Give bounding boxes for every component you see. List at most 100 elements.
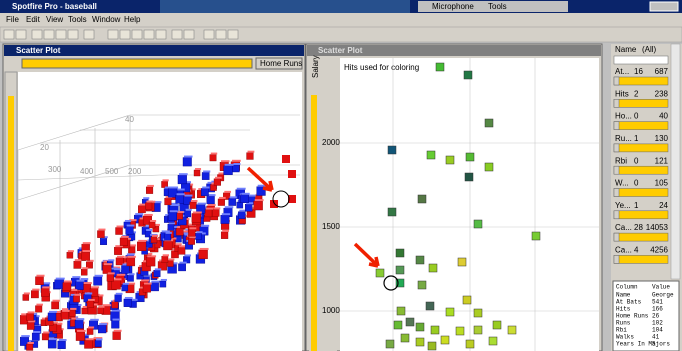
slider-thumb[interactable] — [613, 232, 620, 242]
window-controls[interactable] — [649, 1, 679, 12]
cube-top — [168, 202, 178, 205]
cube-top — [127, 255, 136, 258]
side-slider[interactable] — [311, 95, 317, 351]
tool-icon[interactable] — [15, 29, 27, 40]
slider-thumb[interactable] — [613, 188, 620, 197]
menu-item[interactable]: Tools — [68, 15, 87, 24]
range-slider[interactable] — [613, 188, 669, 197]
cube-top — [98, 305, 105, 308]
axis-selector[interactable] — [255, 57, 303, 70]
tool-icon[interactable] — [171, 29, 183, 40]
cube — [270, 200, 278, 208]
tool-icon[interactable] — [55, 29, 67, 40]
cube — [138, 205, 146, 214]
cube-top — [82, 242, 91, 245]
slider[interactable] — [21, 58, 253, 69]
tool-icon[interactable] — [119, 29, 131, 40]
tool-icon[interactable] — [203, 29, 215, 40]
cube-top — [90, 318, 99, 321]
cube — [62, 282, 72, 291]
point — [387, 207, 397, 217]
slider-min: 0 — [634, 112, 639, 121]
tool-icon[interactable] — [107, 29, 119, 40]
cube — [228, 198, 237, 206]
slider-thumb[interactable] — [613, 121, 620, 130]
axis-selector-label[interactable]: Home Runs — [260, 59, 302, 68]
cube-top — [116, 225, 124, 228]
tool-icon[interactable] — [143, 29, 155, 40]
taskbar-item[interactable]: Microphone — [432, 2, 474, 11]
menu-item[interactable]: Edit — [26, 15, 41, 24]
window-title: Spotfire Pro - baseball — [12, 2, 97, 11]
name-slider[interactable] — [613, 55, 669, 65]
scrollbar[interactable] — [670, 43, 681, 280]
cube — [75, 331, 85, 341]
range-slider[interactable] — [613, 255, 669, 264]
cube-top — [82, 267, 89, 270]
axis-label: 20 — [40, 143, 49, 152]
tool-icon[interactable] — [67, 29, 79, 40]
slider-thumb[interactable] — [613, 165, 620, 175]
range-slider[interactable] — [613, 232, 669, 242]
cube-top — [115, 245, 123, 248]
slider-thumb[interactable] — [613, 210, 620, 220]
range-slider[interactable] — [613, 76, 669, 86]
tool-icon[interactable] — [227, 29, 239, 40]
side-slider[interactable] — [8, 96, 14, 351]
range-slider[interactable] — [613, 99, 669, 108]
menu-item[interactable]: Help — [124, 15, 141, 24]
cube-top — [197, 202, 207, 205]
tool-icon[interactable] — [31, 29, 43, 40]
range-slider[interactable] — [613, 121, 669, 130]
tool-icon[interactable] — [155, 29, 167, 40]
range-slider[interactable] — [613, 210, 669, 220]
tool-icon[interactable] — [83, 29, 95, 40]
tool-icon[interactable] — [131, 29, 143, 40]
slider-label: W... — [615, 179, 629, 188]
slider-thumb[interactable] — [613, 143, 620, 153]
cube — [111, 320, 120, 329]
cube-top — [25, 339, 34, 342]
cube-top — [224, 206, 234, 209]
tool-icon[interactable] — [3, 29, 15, 40]
tool-icon[interactable] — [215, 29, 227, 40]
cube-top — [28, 320, 36, 323]
cube-top — [61, 308, 69, 311]
cube — [73, 260, 82, 269]
slider-thumb[interactable] — [613, 76, 620, 86]
slider-thumb[interactable] — [613, 255, 620, 264]
menu-item[interactable]: Window — [92, 15, 121, 24]
cube-top — [203, 170, 211, 173]
cube — [168, 212, 177, 221]
tool-icon[interactable] — [43, 29, 55, 40]
point — [395, 265, 405, 275]
range-slider[interactable] — [613, 165, 669, 175]
point — [457, 257, 467, 267]
cube-top — [115, 292, 123, 295]
cube-top — [162, 179, 169, 182]
menu-item[interactable]: File — [6, 15, 19, 24]
cube — [217, 198, 225, 206]
cube-top — [141, 279, 150, 282]
tool-icon[interactable] — [183, 29, 195, 40]
slider-thumb[interactable] — [613, 99, 620, 108]
cube-top — [21, 335, 30, 338]
taskbar-item[interactable]: Tools — [488, 2, 507, 11]
cube-top — [135, 213, 144, 216]
taskbar-area — [418, 1, 568, 12]
point — [462, 295, 472, 305]
cube-top — [53, 322, 63, 325]
cube — [86, 300, 94, 308]
cube — [238, 211, 246, 219]
cube-top — [165, 186, 173, 189]
point — [415, 255, 425, 265]
cube-top — [254, 199, 264, 202]
range-slider[interactable] — [613, 143, 669, 153]
cube — [86, 328, 94, 335]
cube-top — [74, 293, 81, 296]
cube-top — [146, 229, 153, 232]
cube-top — [154, 268, 162, 271]
menu-item[interactable]: View — [46, 15, 63, 24]
cube-top — [144, 213, 153, 216]
y-tick-label: 2000 — [322, 138, 340, 147]
